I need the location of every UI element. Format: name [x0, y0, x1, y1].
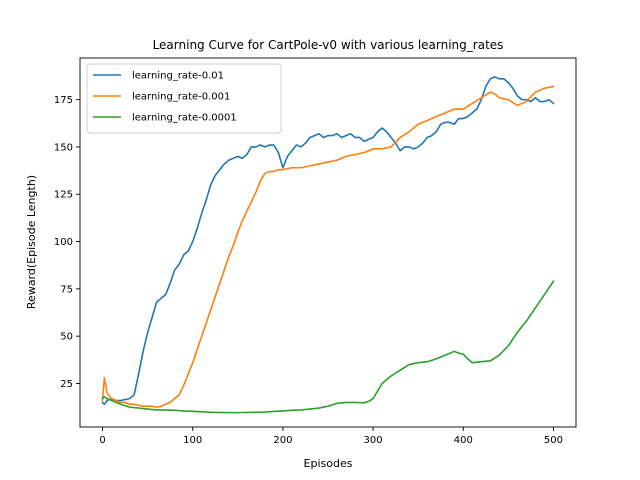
legend-label-1: learning_rate-0.001 [132, 92, 230, 103]
y-tick-label: 25 [60, 379, 73, 390]
y-tick-label: 175 [54, 95, 73, 106]
legend: learning_rate-0.01 learning_rate-0.001lea… [86, 63, 282, 134]
series-line-1 [101, 85, 555, 408]
y-tick-label: 100 [54, 237, 73, 248]
y-tick-label: 150 [54, 142, 73, 153]
x-axis: 0 100 200 300 400 500 [99, 427, 563, 446]
y-axis: 25 50 75 100 125 150 175 [54, 95, 80, 390]
x-tick-label: 300 [364, 435, 383, 446]
x-tick-label: 100 [183, 435, 202, 446]
y-tick-label: 75 [60, 284, 73, 295]
y-axis-title: Reward(Episode Length) [25, 175, 38, 309]
x-tick-label: 500 [544, 435, 563, 446]
y-tick-label: 125 [54, 190, 73, 201]
x-tick-label: 200 [273, 435, 292, 446]
y-tick-label: 50 [60, 332, 73, 343]
chart-title: Learning Curve for CartPole-v0 with vari… [153, 38, 504, 52]
series-line-2 [101, 280, 555, 414]
legend-label-2: learning_rate-0.0001 [132, 113, 237, 124]
series-layer [101, 76, 555, 414]
legend-frame [86, 63, 282, 134]
plot-frame [79, 57, 577, 428]
legend-label-0: learning_rate-0.01 [132, 71, 224, 82]
x-tick-label: 0 [99, 435, 105, 446]
x-axis-title: Episodes [304, 457, 353, 470]
series-line-0 [101, 76, 555, 406]
x-tick-label: 400 [454, 435, 473, 446]
